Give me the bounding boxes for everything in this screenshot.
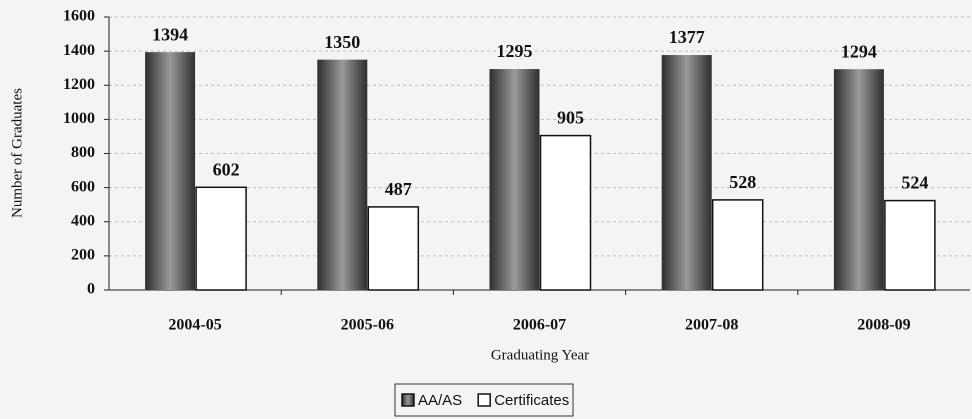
bar (661, 55, 712, 290)
data-label: 1295 (497, 41, 533, 61)
data-label: 1394 (152, 24, 188, 44)
y-tick-label: 200 (71, 247, 95, 264)
legend-swatch (401, 393, 415, 407)
data-label: 905 (557, 108, 584, 128)
data-label: 1350 (324, 32, 360, 52)
y-tick-label: 0 (87, 281, 95, 298)
y-tick-label: 400 (71, 212, 95, 229)
data-label: 487 (385, 179, 412, 199)
data-label: 602 (213, 159, 240, 179)
y-tick-label: 800 (71, 144, 95, 161)
x-tick-label: 2007-08 (685, 317, 738, 334)
data-label: 528 (729, 172, 756, 192)
bar (489, 69, 540, 291)
bar (539, 134, 592, 291)
x-axis-title: Graduating Year (491, 347, 589, 363)
bar (367, 206, 420, 291)
data-label: 1377 (669, 27, 705, 47)
bar (884, 199, 936, 291)
bar (833, 69, 884, 291)
y-tick-label: 1200 (63, 76, 95, 93)
legend-swatch (477, 393, 491, 407)
bar (711, 199, 764, 291)
legend-label: Certificates (494, 392, 569, 409)
bar (317, 59, 368, 290)
y-tick-label: 1000 (63, 110, 95, 127)
x-tick-label: 2005-06 (341, 317, 394, 334)
legend-label: AA/AS (418, 392, 462, 409)
y-axis-title: Number of Graduates (9, 88, 25, 218)
y-tick-label: 1600 (63, 8, 95, 25)
data-label: 1294 (841, 41, 877, 61)
data-label: 524 (901, 173, 928, 193)
bar (195, 186, 247, 291)
y-tick-label: 600 (71, 178, 95, 195)
bar (145, 52, 196, 291)
legend-box (394, 383, 574, 417)
x-tick-label: 2008-09 (857, 317, 910, 334)
x-tick-label: 2006-07 (513, 317, 566, 334)
y-tick-label: 1400 (63, 42, 95, 59)
x-tick-label: 2004-05 (168, 317, 221, 334)
